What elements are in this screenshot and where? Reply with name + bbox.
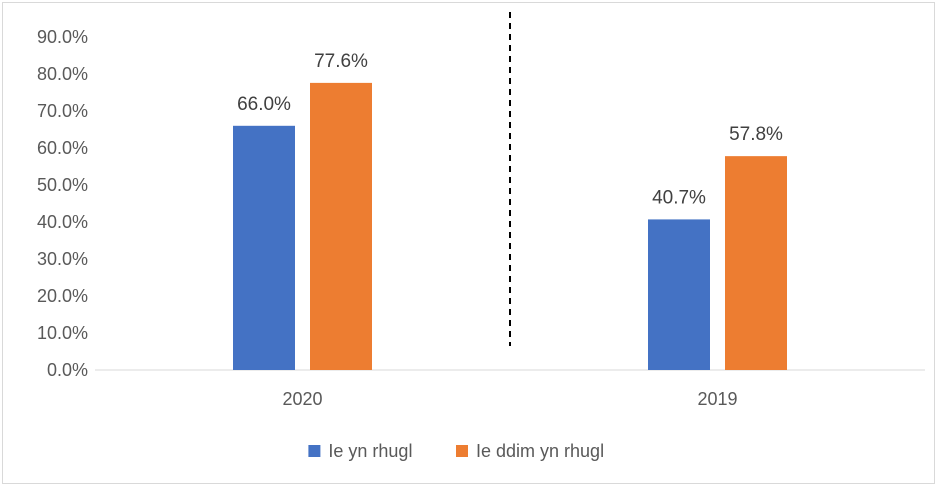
data-label: 77.6% [314, 51, 368, 72]
y-tick-label: 80.0% [37, 64, 88, 84]
data-label: 40.7% [652, 187, 706, 208]
bars [233, 82, 787, 370]
y-tick-label: 30.0% [37, 249, 88, 269]
bar [233, 125, 295, 370]
y-tick-label: 0.0% [47, 360, 88, 380]
y-tick-label: 10.0% [37, 323, 88, 343]
legend-swatch [456, 445, 468, 457]
x-tick-label: 2019 [697, 389, 737, 409]
legend: Ie yn rhugl Ie ddim yn rhugl [308, 441, 604, 461]
legend-label: Ie yn rhugl [328, 441, 412, 461]
y-axis-ticks: 0.0% 10.0% 20.0% 30.0% 40.0% 50.0% 60.0% 70.0% 8… [37, 27, 88, 380]
y-tick-label: 90.0% [37, 27, 88, 47]
y-tick-label: 50.0% [37, 175, 88, 195]
data-label: 57.8% [729, 124, 783, 145]
data-label: 66.0% [237, 94, 291, 115]
data-labels: 66.0% 77.6% 40.7% 57.8% [237, 51, 783, 209]
y-tick-label: 70.0% [37, 101, 88, 121]
y-tick-label: 60.0% [37, 138, 88, 158]
legend-swatch [308, 445, 321, 457]
legend-label: Ie ddim yn rhugl [476, 441, 604, 461]
y-tick-label: 40.0% [37, 212, 88, 232]
y-tick-label: 20.0% [37, 286, 88, 306]
x-tick-label: 2020 [282, 389, 322, 409]
bar [725, 156, 787, 370]
bar [310, 82, 372, 370]
category-labels: 2020 2019 [282, 389, 737, 409]
bar [648, 219, 710, 370]
